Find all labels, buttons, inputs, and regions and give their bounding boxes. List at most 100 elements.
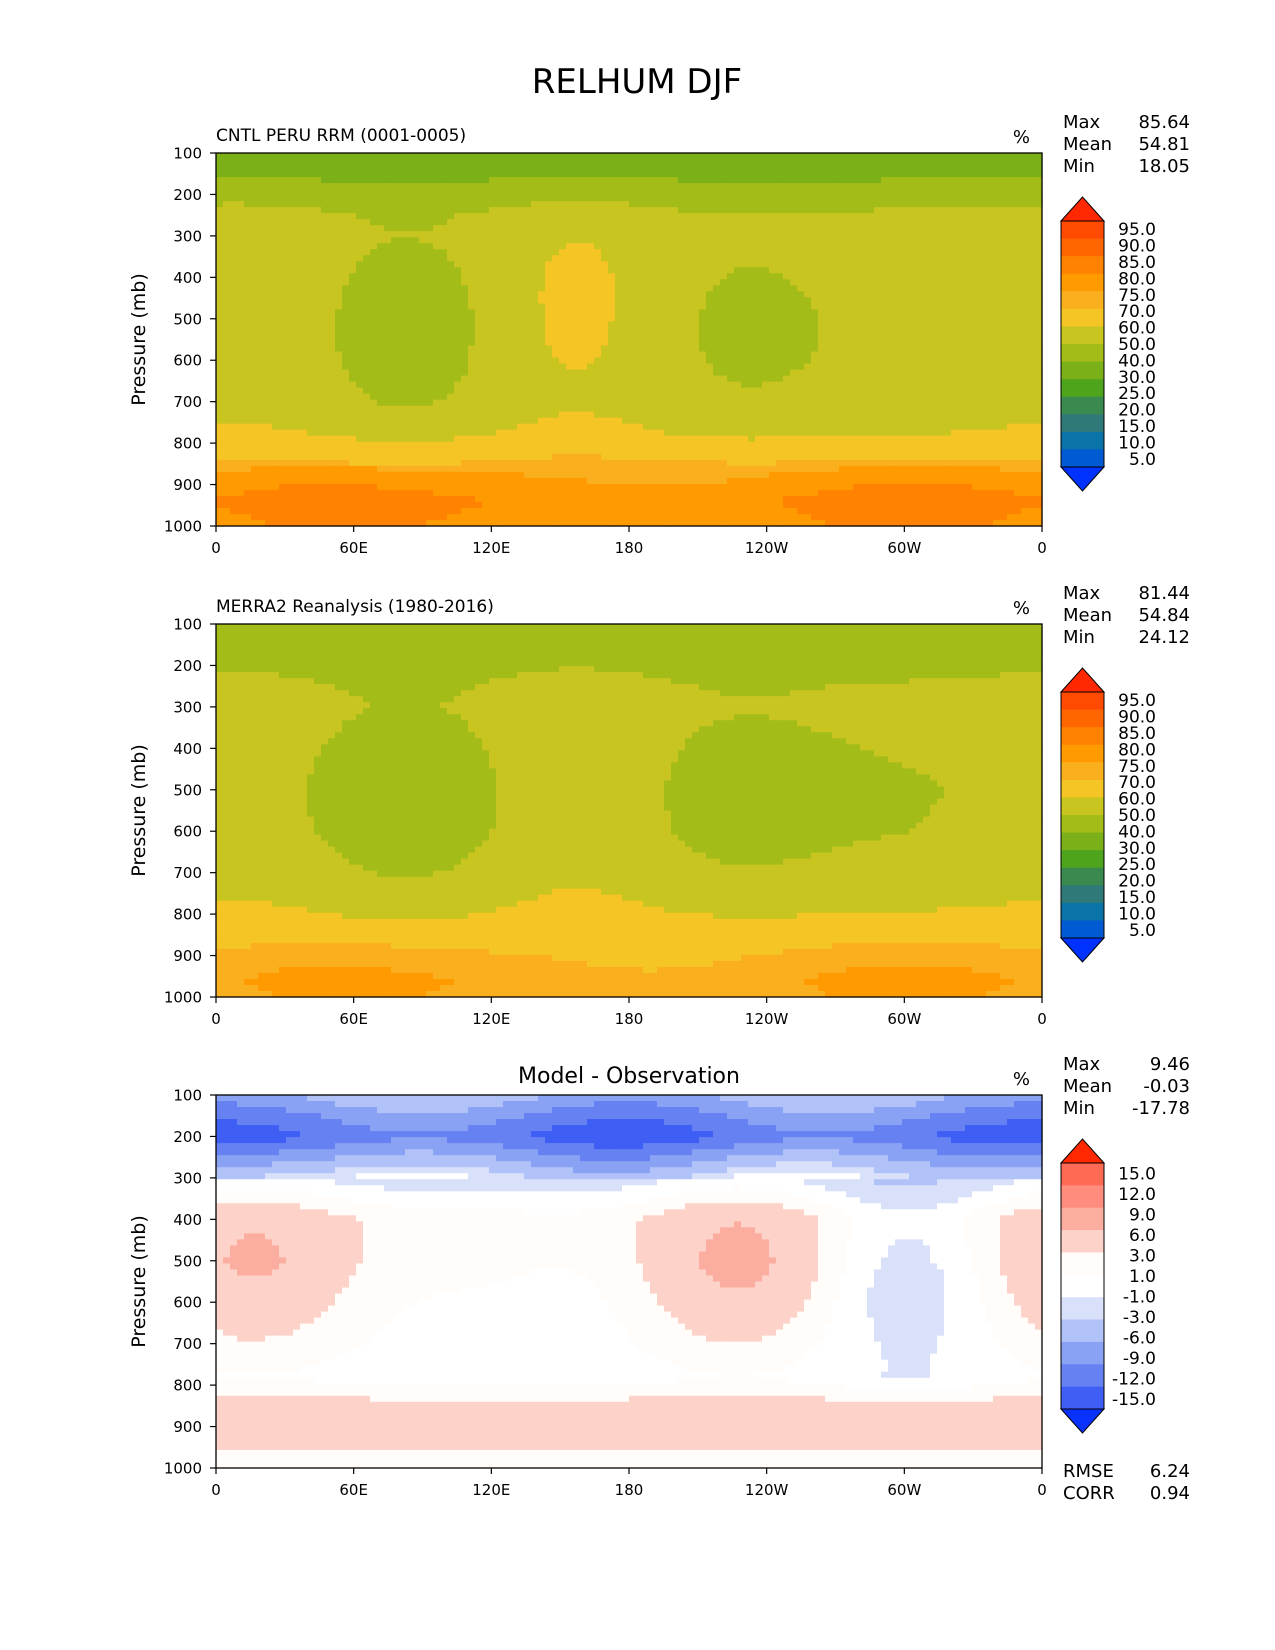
field-cell: [790, 333, 798, 341]
field-cell: [258, 369, 266, 377]
field-cell: [412, 219, 420, 226]
field-cell: [951, 297, 959, 305]
field-cell: [685, 189, 693, 196]
field-cell: [503, 189, 511, 196]
field-cell: [293, 171, 301, 178]
field-cell: [223, 171, 231, 178]
field-cell: [944, 357, 952, 365]
field-cell: [741, 321, 749, 329]
field-cell: [867, 357, 875, 365]
field-cell: [580, 273, 588, 280]
field-cell: [363, 369, 371, 377]
field-cell: [377, 183, 385, 190]
field-cell: [909, 267, 917, 274]
field-cell: [895, 333, 903, 341]
field-cell: [335, 177, 343, 184]
field-cell: [692, 213, 700, 220]
field-cell: [958, 339, 966, 347]
field-cell: [440, 195, 448, 202]
field-cell: [720, 213, 728, 220]
field-cell: [300, 201, 308, 208]
field-cell: [335, 213, 343, 220]
field-cell: [755, 237, 763, 244]
field-cell: [349, 363, 357, 371]
field-cell: [1028, 345, 1036, 353]
field-cell: [727, 195, 735, 202]
field-cell: [447, 225, 455, 232]
field-cell: [776, 291, 784, 298]
field-cell: [860, 387, 868, 395]
field-cell: [524, 375, 532, 383]
field-cell: [265, 315, 273, 323]
field-cell: [713, 315, 721, 323]
field-cell: [986, 243, 994, 250]
field-cell: [321, 201, 329, 208]
field-cell: [300, 249, 308, 256]
field-cell: [433, 207, 441, 214]
field-cell: [1028, 165, 1036, 172]
field-cell: [1028, 327, 1036, 335]
field-cell: [923, 165, 931, 172]
field-cell: [244, 285, 252, 292]
field-cell: [419, 315, 427, 323]
field-cell: [496, 399, 504, 407]
field-cell: [636, 381, 644, 389]
field-cell: [377, 381, 385, 389]
field-cell: [930, 393, 938, 401]
field-cell: [797, 195, 805, 202]
field-cell: [811, 225, 819, 232]
field-cell: [867, 237, 875, 244]
field-cell: [755, 303, 763, 311]
field-cell: [279, 267, 287, 274]
field-cell: [671, 345, 679, 353]
field-cell: [811, 153, 819, 160]
field-cell: [279, 405, 287, 413]
field-cell: [895, 369, 903, 377]
field-cell: [538, 255, 546, 262]
field-cell: [223, 225, 231, 232]
field-cell: [622, 243, 630, 250]
field-cell: [531, 381, 539, 389]
field-cell: [349, 267, 357, 274]
field-cell: [545, 165, 553, 172]
field-cell: [1014, 297, 1022, 305]
field-cell: [671, 249, 679, 256]
field-cell: [818, 231, 826, 238]
field-cell: [965, 261, 973, 268]
field-cell: [846, 285, 854, 292]
field-cell: [797, 345, 805, 353]
field-cell: [538, 243, 546, 250]
field-cell: [664, 189, 672, 196]
field-cell: [482, 351, 490, 359]
field-cell: [538, 381, 546, 389]
field-cell: [517, 375, 525, 383]
field-cell: [944, 255, 952, 262]
field-cell: [573, 321, 581, 329]
field-cell: [279, 363, 287, 371]
field-cell: [930, 381, 938, 389]
field-cell: [615, 231, 623, 238]
field-cell: [790, 399, 798, 407]
field-cell: [790, 195, 798, 202]
field-cell: [692, 387, 700, 395]
field-cell: [720, 195, 728, 202]
field-cell: [321, 357, 329, 365]
field-cell: [867, 261, 875, 268]
field-cell: [454, 369, 462, 377]
field-cell: [958, 201, 966, 208]
field-cell: [335, 183, 343, 190]
field-cell: [1007, 261, 1015, 268]
field-cell: [902, 393, 910, 401]
field-cell: [678, 201, 686, 208]
field-cell: [384, 291, 392, 298]
field-cell: [335, 351, 343, 359]
field-cell: [1028, 249, 1036, 256]
field-cell: [594, 345, 602, 353]
field-cell: [902, 219, 910, 226]
field-cell: [965, 387, 973, 395]
field-cell: [825, 279, 833, 286]
field-cell: [909, 357, 917, 365]
field-cell: [237, 273, 245, 280]
field-cell: [314, 243, 322, 250]
field-cell: [349, 399, 357, 407]
